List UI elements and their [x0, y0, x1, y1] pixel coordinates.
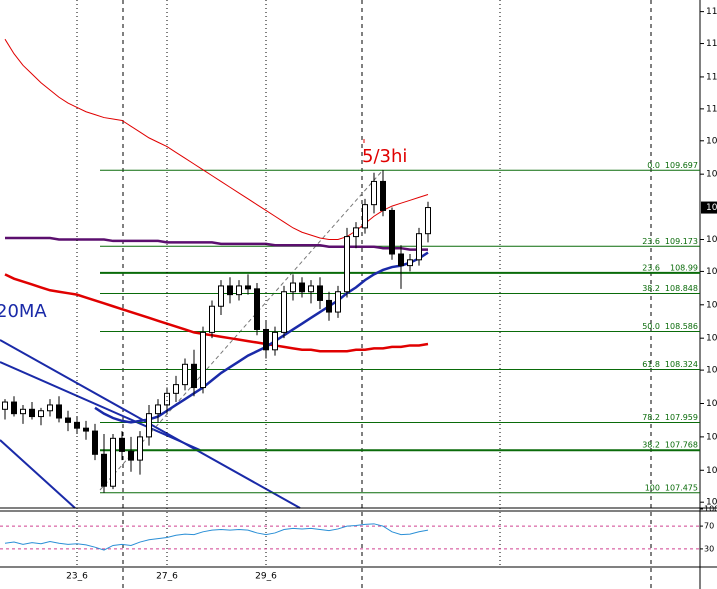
candle-body — [281, 291, 287, 333]
candle-body — [191, 363, 197, 389]
candle-body — [425, 207, 431, 235]
y-tick-label: 110 — [706, 104, 717, 114]
candle-body — [119, 437, 125, 452]
candle-body — [47, 404, 53, 412]
fib-ratio: 38.2 — [642, 284, 660, 293]
fib-price: 107.768 — [665, 441, 698, 450]
candle-body — [353, 227, 359, 238]
candle-body — [227, 285, 233, 296]
fib-price: 109.697 — [665, 161, 698, 170]
candle-body — [416, 233, 422, 261]
candle-body — [38, 410, 44, 418]
candle-body — [317, 285, 323, 301]
candle-body — [335, 291, 341, 313]
x-tick-label: 27_6 — [156, 572, 178, 582]
annotation: 5/3hi — [362, 146, 407, 167]
annotation: 20MA — [0, 301, 47, 322]
rsi-line — [4, 523, 429, 551]
rsi-tick-label: 70 — [704, 522, 714, 531]
candle-body — [389, 209, 395, 255]
candle-body — [407, 259, 413, 267]
candle-body — [173, 384, 179, 394]
y-tick-label: 108 — [706, 366, 717, 376]
fib-price: 109.173 — [665, 237, 698, 246]
candle-body — [11, 401, 17, 415]
fib-price: 108.99 — [670, 263, 698, 272]
fib-price: 107.959 — [665, 413, 698, 422]
candle-body — [101, 453, 107, 487]
session-separators — [122, 0, 652, 589]
y-tick-label: 110 — [706, 72, 717, 82]
moving-average — [4, 273, 429, 353]
rsi-tick-label: 30 — [704, 544, 714, 553]
candle-body — [272, 331, 278, 351]
candle-body — [137, 436, 143, 461]
candle-body — [398, 253, 404, 267]
fib-ratio: 38.2 — [642, 441, 660, 450]
fib-ratio: 23.6 — [642, 263, 660, 272]
rsi-tick-label: 100 — [704, 505, 717, 514]
candle-body — [74, 421, 80, 429]
y-tick-label: 108 — [706, 399, 717, 409]
moving-average — [5, 236, 428, 251]
candle-body — [2, 401, 8, 410]
candle-body — [29, 408, 35, 418]
candle-body — [263, 328, 269, 351]
current-price-box — [701, 201, 717, 214]
candle-body — [218, 285, 224, 307]
candle-body — [254, 288, 260, 330]
y-tick-label: 109 — [706, 170, 717, 180]
x-tick-label: 23_6 — [66, 572, 88, 582]
candle-body — [380, 180, 386, 211]
y-tick-label: 108 — [706, 300, 717, 310]
candle-body — [128, 450, 134, 461]
candle-body — [371, 180, 377, 206]
fib-ratio: 78.2 — [642, 413, 660, 422]
candle-body — [308, 285, 314, 293]
y-tick-label: 109 — [706, 136, 717, 146]
candle-body — [146, 413, 152, 438]
fib-price: 108.848 — [665, 284, 698, 293]
candle-body — [236, 285, 242, 296]
candle-body — [182, 363, 188, 386]
x-tick-label: 29_6 — [255, 572, 277, 582]
current-price-label: 109 — [706, 203, 717, 213]
trend-line — [0, 439, 76, 509]
y-tick-label: 107 — [706, 498, 717, 508]
candle-body — [362, 204, 368, 229]
fib-price: 108.586 — [665, 322, 698, 331]
fib-price: 108.324 — [665, 360, 698, 369]
candle-body — [20, 408, 26, 415]
candle-body — [245, 285, 251, 290]
fib-ratio: 100 — [645, 483, 660, 492]
candle-body — [326, 299, 332, 313]
y-tick-label: 108 — [706, 334, 717, 344]
candle-body — [299, 282, 305, 293]
candle-body — [83, 427, 89, 432]
y-tick-label: 109 — [706, 235, 717, 245]
y-tick-label: 107 — [706, 432, 717, 442]
fib-price: 107.475 — [665, 483, 698, 492]
fib-ratio: 0.0 — [647, 161, 660, 170]
candle-body — [56, 404, 62, 419]
y-tick-label: 110 — [706, 39, 717, 49]
candle-body — [92, 430, 98, 455]
y-tick-label: 108 — [706, 267, 717, 277]
trend-line — [0, 361, 201, 451]
candle-body — [209, 305, 215, 333]
candle-body — [164, 392, 170, 406]
fib-ratio: 23.6 — [642, 237, 660, 246]
fib-ratio: 50.0 — [642, 322, 660, 331]
y-tick-label: 110 — [706, 7, 717, 17]
fib-ratio: 61.8 — [642, 360, 660, 369]
candle-body — [110, 437, 116, 487]
candle-body — [200, 331, 206, 389]
candle-body — [65, 417, 71, 423]
y-tick-label: 107 — [706, 466, 717, 476]
candle-body — [290, 282, 296, 293]
candle-body — [344, 236, 350, 293]
candle-body — [155, 404, 161, 415]
